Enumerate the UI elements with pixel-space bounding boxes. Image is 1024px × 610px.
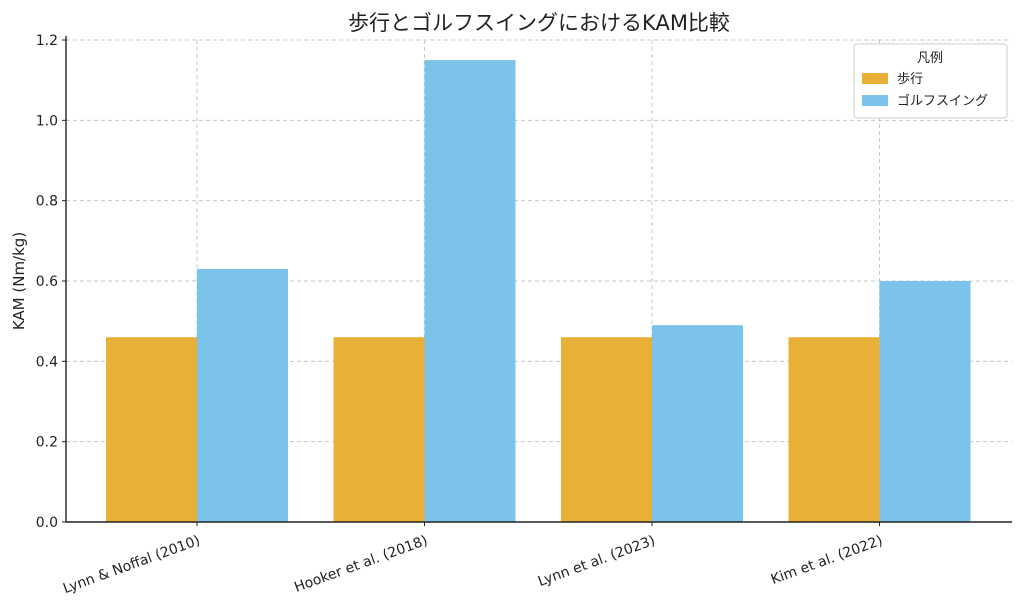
bar-walking-1	[333, 337, 425, 522]
y-tick-label: 0.2	[36, 435, 58, 451]
y-tick-label: 0.4	[36, 354, 58, 370]
x-tick-label: Lynn & Noffal (2010)	[61, 533, 202, 597]
legend: 凡例 歩行 ゴルフスイング	[853, 43, 1008, 119]
legend-label-golf-swing: ゴルフスイング	[897, 93, 988, 109]
y-tick-label: 0.8	[36, 194, 58, 210]
legend-frame	[853, 43, 1008, 119]
x-tick-label: Kim et al. (2022)	[769, 533, 885, 588]
x-tick-label: Lynn et al. (2023)	[536, 533, 658, 590]
y-tick-label: 1.2	[36, 33, 58, 49]
y-tick-label: 0.6	[36, 274, 58, 290]
y-axis-label: KAM (Nm/kg)	[10, 232, 28, 330]
bar-golf-swing-3	[879, 281, 971, 522]
axes	[65, 36, 1012, 523]
bar-walking-3	[788, 337, 880, 522]
bars	[106, 60, 971, 522]
x-tick-labels: Lynn & Noffal (2010) Hooker et al. (2018)…	[61, 522, 885, 597]
legend-label-walking: 歩行	[897, 72, 923, 87]
x-tick-label: Hooker et al. (2018)	[292, 533, 430, 596]
legend-swatch-golf-swing	[862, 95, 888, 106]
bar-walking-0	[106, 337, 197, 522]
y-tick-labels: 0.0 0.2 0.4 0.6 0.8 1.0 1.2	[36, 33, 66, 531]
legend-title: 凡例	[917, 51, 943, 66]
y-tick-label: 1.0	[36, 113, 58, 129]
chart-title: 歩行とゴルフスイングにおけるKAM比較	[348, 11, 730, 35]
bar-walking-2	[561, 337, 652, 522]
bar-golf-swing-0	[197, 268, 288, 522]
bar-golf-swing-1	[424, 60, 516, 522]
legend-swatch-walking	[862, 73, 888, 84]
bar-golf-swing-2	[652, 325, 743, 522]
y-tick-label: 0.0	[36, 515, 58, 531]
